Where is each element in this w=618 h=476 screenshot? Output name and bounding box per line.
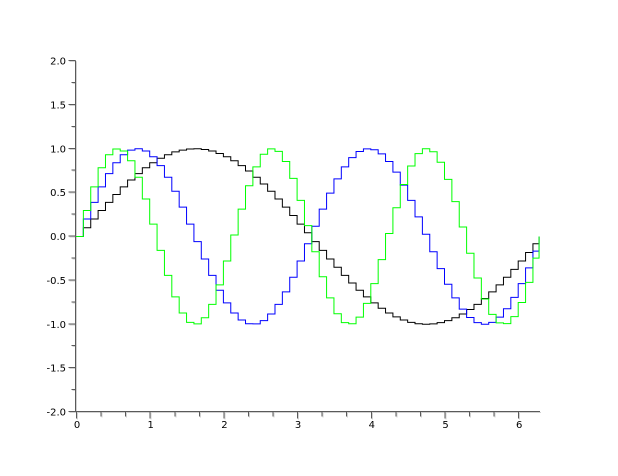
x-tick-label: 1 <box>148 420 154 431</box>
x-tick-label: 6 <box>516 420 522 431</box>
x-tick-label: 5 <box>442 420 448 431</box>
y-tick-label: 1.0 <box>50 144 66 155</box>
x-tick-label: 2 <box>221 420 227 431</box>
axes-emboss-highlight <box>69 61 542 420</box>
y-tick-label: 1.5 <box>50 100 66 111</box>
x-tick-label: 0 <box>74 420 80 431</box>
axes-and-ticks <box>68 60 541 419</box>
curve-sin-2x <box>76 148 540 325</box>
y-tick-label: -0.5 <box>46 276 66 287</box>
y-tick-label: 0.5 <box>50 188 66 199</box>
y-tick-label: 0.0 <box>50 232 66 243</box>
y-tick-label: -1.5 <box>46 364 66 375</box>
y-tick-label: 2.0 <box>50 57 66 68</box>
x-tick-label: 3 <box>295 420 301 431</box>
x-tick-label: 4 <box>369 420 375 431</box>
y-tick-label: -2.0 <box>46 408 66 419</box>
curve-sin-3x <box>76 148 540 325</box>
curve-sin-x <box>76 148 540 325</box>
y-tick-label: -1.0 <box>46 320 66 331</box>
